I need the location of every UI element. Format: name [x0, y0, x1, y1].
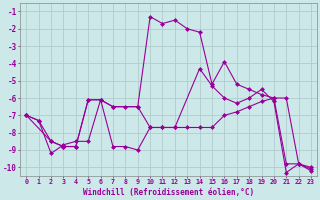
X-axis label: Windchill (Refroidissement éolien,°C): Windchill (Refroidissement éolien,°C) [83, 188, 254, 197]
